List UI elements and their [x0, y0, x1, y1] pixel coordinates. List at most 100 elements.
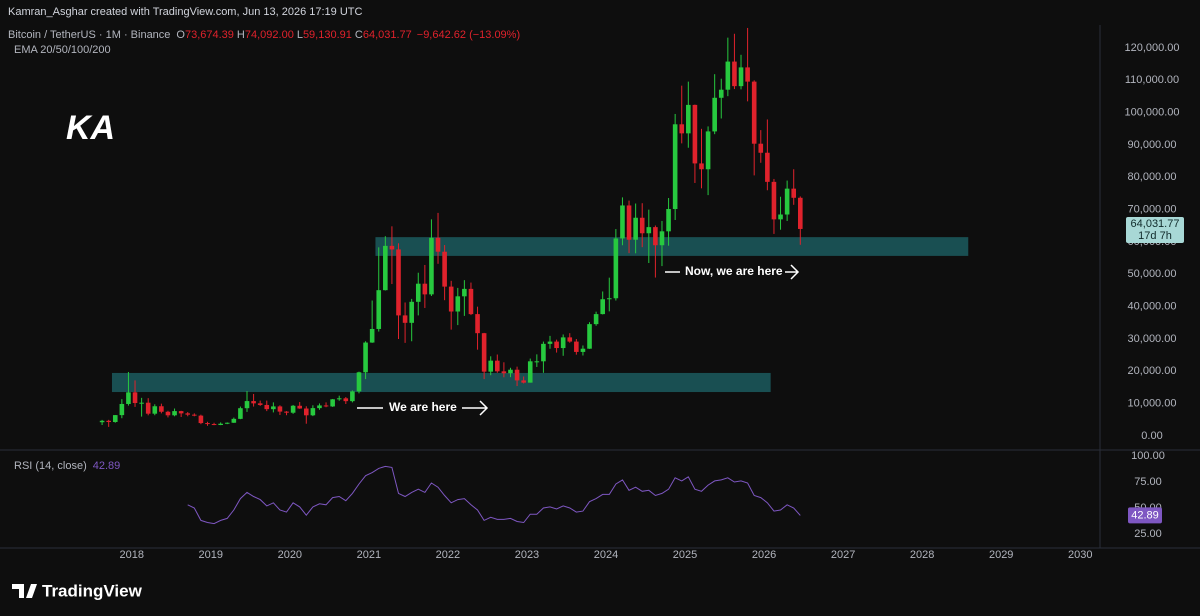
candle-body [653, 227, 658, 246]
candle-body [218, 423, 223, 426]
symbol: Bitcoin / TetherUS · 1M · Binance [8, 29, 170, 41]
candle-body [725, 61, 731, 90]
candle-body [672, 124, 678, 210]
candle-body [211, 424, 217, 426]
x-tick-label: 2024 [594, 549, 618, 561]
legend-value: 73,674.39 [185, 29, 234, 41]
annotation: Now, we are here [685, 264, 783, 278]
annotation: We are here [389, 400, 457, 414]
candle-body [784, 188, 790, 215]
x-tick-label: 2026 [752, 549, 776, 561]
candle-body [297, 405, 303, 409]
candle-body [244, 401, 250, 409]
candle-body [587, 324, 592, 349]
x-tick-label: 2025 [673, 549, 697, 561]
candle-body [481, 333, 487, 372]
candle-body [574, 341, 579, 352]
candle-body [323, 405, 329, 407]
y-tick-label: 40,000.00 [1128, 301, 1177, 313]
y-tick-label: 80,000.00 [1128, 171, 1177, 183]
annotation-arrow [785, 264, 800, 280]
candle-body [705, 131, 711, 170]
candle-body [791, 188, 797, 198]
candle-body [560, 337, 566, 349]
y-tick-label: 100,000.00 [1124, 107, 1179, 119]
candle-body [257, 403, 263, 405]
y-tick-label: 10,000.00 [1128, 398, 1177, 410]
candle-body [488, 360, 494, 372]
annotation-arrow [462, 400, 489, 416]
zone [375, 237, 969, 256]
candle-body [448, 286, 454, 312]
candle-body [758, 143, 764, 153]
candle-body [303, 408, 309, 416]
rsi-value-label: 42.89 [1131, 509, 1159, 521]
candle-body [402, 315, 408, 323]
candle-body [198, 415, 204, 424]
candle-body [600, 299, 605, 315]
candle-body [205, 423, 210, 425]
candle-body [541, 343, 546, 362]
candle-body [455, 296, 461, 312]
candle-body [732, 61, 737, 87]
candle-body [626, 205, 632, 240]
candle-body [666, 209, 671, 232]
candle-body [165, 411, 171, 416]
zone [111, 372, 771, 393]
countdown-label: 17d 7h [1138, 230, 1172, 242]
candle-body [797, 197, 803, 229]
rsi-label: RSI (14, close) [14, 460, 87, 472]
candle-body [475, 314, 480, 334]
legend-change: −9,642.62 (−13.09%) [417, 29, 520, 41]
candle-body [310, 408, 316, 416]
candle-body [376, 290, 382, 329]
x-tick-label: 2021 [357, 549, 381, 561]
footer-logo [12, 584, 37, 598]
candle-body [718, 89, 724, 98]
candle-body [738, 67, 744, 87]
candle-body [567, 337, 573, 342]
candle-body [106, 420, 111, 422]
candle-body [527, 361, 533, 383]
candle-body [396, 249, 401, 316]
rsi-label-box [1128, 507, 1162, 524]
x-tick-label: 2028 [910, 549, 934, 561]
candle-body [159, 406, 164, 412]
price-label: 64,031.77 [1131, 218, 1180, 230]
x-tick-label: 2029 [989, 549, 1013, 561]
y-tick-label: 90,000.00 [1128, 139, 1177, 151]
legend-key: O [176, 29, 185, 41]
candle-body [277, 406, 283, 412]
x-tick-label: 2023 [515, 549, 539, 561]
candle-body [580, 348, 586, 352]
candle-body [435, 237, 441, 252]
candle-body [145, 402, 151, 414]
candle-body [356, 372, 362, 392]
candle-body [771, 181, 777, 220]
candle-body [383, 245, 388, 291]
candle-body [633, 217, 638, 240]
candle-body [330, 399, 335, 407]
candle-body [251, 401, 256, 404]
candle-body [290, 405, 296, 413]
candle-body [99, 420, 105, 423]
candle-body [442, 251, 447, 287]
candle-body [317, 405, 322, 409]
rsi-value: 42.89 [93, 460, 121, 472]
candle-body [231, 418, 237, 423]
rsi-tick-label: 100.00 [1131, 450, 1165, 462]
legend-key: L [297, 29, 303, 41]
candle-body [350, 391, 355, 402]
y-tick-label: 110,000.00 [1125, 74, 1179, 86]
candle-body [508, 369, 513, 374]
candle-body [534, 361, 540, 363]
y-tick-label: 30,000.00 [1128, 333, 1177, 345]
candle-body [699, 163, 704, 170]
candle-body [613, 238, 619, 299]
footer-brand: TradingView [42, 581, 143, 600]
candle-body [224, 422, 230, 424]
rsi-line [187, 465, 801, 525]
y-tick-label: 50,000.00 [1128, 268, 1177, 280]
candle-body [284, 411, 289, 413]
